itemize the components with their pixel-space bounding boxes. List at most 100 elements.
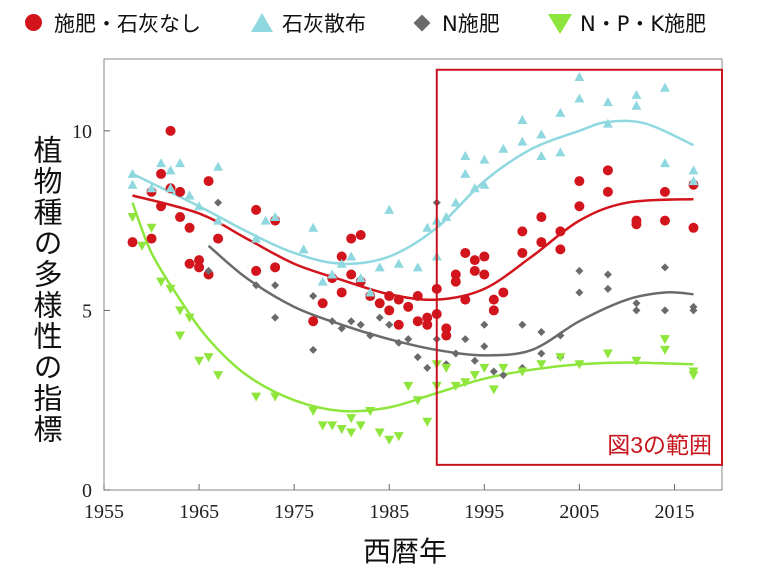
point-npk xyxy=(346,414,357,424)
point-n xyxy=(385,320,394,329)
point-no-fertilizer xyxy=(384,291,395,302)
point-no-fertilizer xyxy=(536,212,547,223)
point-n xyxy=(309,345,318,354)
legend-label: N・P・K施肥 xyxy=(580,12,707,36)
point-n xyxy=(413,353,422,362)
point-n xyxy=(375,313,384,322)
point-lime xyxy=(659,158,670,168)
point-no-fertilizer xyxy=(156,201,167,212)
point-npk xyxy=(412,396,423,406)
legend: 施肥・石灰なし 石灰散布 N施肥 N・P・K施肥 xyxy=(0,0,768,48)
point-no-fertilizer xyxy=(574,176,585,187)
point-lime xyxy=(631,100,642,110)
point-n xyxy=(271,313,280,322)
point-n xyxy=(689,306,698,315)
point-npk xyxy=(365,406,376,416)
point-no-fertilizer xyxy=(469,265,480,276)
point-lime xyxy=(517,136,528,146)
point-lime xyxy=(251,233,262,243)
point-n xyxy=(660,306,669,315)
point-no-fertilizer xyxy=(346,233,357,244)
x-axis-label: 西暦年 xyxy=(362,535,447,568)
point-no-fertilizer xyxy=(251,204,262,215)
point-no-fertilizer xyxy=(403,301,414,312)
point-n xyxy=(480,342,489,351)
point-npk xyxy=(450,381,461,391)
y-tick-label: 10 xyxy=(72,121,92,143)
point-n xyxy=(271,281,280,290)
point-npk xyxy=(460,378,471,388)
point-n xyxy=(328,317,337,326)
plot-frame xyxy=(103,58,723,491)
point-npk xyxy=(203,353,214,363)
point-no-fertilizer xyxy=(165,125,176,136)
point-lime xyxy=(336,258,347,268)
point-no-fertilizer xyxy=(336,251,347,262)
point-no-fertilizer xyxy=(213,233,224,244)
point-no-fertilizer xyxy=(479,269,490,280)
point-no-fertilizer xyxy=(422,319,433,330)
point-no-fertilizer xyxy=(317,298,328,309)
point-lime xyxy=(631,89,642,99)
point-no-fertilizer xyxy=(536,237,547,248)
point-lime xyxy=(384,204,395,214)
point-n xyxy=(575,266,584,275)
point-lime xyxy=(213,215,224,225)
cyan-triangle-up-icon xyxy=(250,11,274,35)
point-no-fertilizer xyxy=(517,226,528,237)
point-no-fertilizer xyxy=(555,226,566,237)
point-npk xyxy=(213,371,224,381)
green-triangle-down-icon xyxy=(548,11,572,35)
point-npk xyxy=(393,432,404,442)
point-npk xyxy=(137,241,148,251)
point-n xyxy=(252,281,261,290)
point-npk xyxy=(422,417,433,427)
point-npk xyxy=(184,313,195,323)
point-lime xyxy=(479,154,490,164)
legend-label: 施肥・石灰なし xyxy=(54,12,201,36)
point-no-fertilizer xyxy=(384,305,395,316)
point-npk xyxy=(602,349,613,359)
point-npk xyxy=(146,223,157,233)
point-n xyxy=(603,284,612,293)
point-lime xyxy=(460,150,471,160)
point-no-fertilizer xyxy=(346,269,357,280)
point-npk xyxy=(469,371,480,381)
point-no-fertilizer xyxy=(688,222,699,233)
point-no-fertilizer xyxy=(270,262,281,273)
point-npk xyxy=(317,421,328,431)
point-no-fertilizer xyxy=(251,265,262,276)
point-no-fertilizer xyxy=(175,212,186,223)
point-no-fertilizer xyxy=(308,316,319,327)
point-lime xyxy=(469,183,480,193)
point-no-fertilizer xyxy=(460,294,471,305)
point-lime xyxy=(165,165,176,175)
point-n xyxy=(489,367,498,376)
point-lime xyxy=(688,176,699,186)
legend-item-no-fertilizer: 施肥・石灰なし xyxy=(22,6,201,40)
point-no-fertilizer xyxy=(156,168,167,179)
point-npk xyxy=(374,428,385,438)
point-lime xyxy=(555,147,566,157)
point-lime xyxy=(298,244,309,254)
point-npk xyxy=(555,353,566,363)
point-no-fertilizer xyxy=(146,233,157,244)
x-tick-label: 1995 xyxy=(464,501,504,523)
point-n xyxy=(394,338,403,347)
point-lime xyxy=(688,165,699,175)
point-lime xyxy=(574,71,585,81)
point-no-fertilizer xyxy=(441,330,452,341)
point-n xyxy=(423,363,432,372)
point-lime xyxy=(317,276,328,286)
point-npk xyxy=(336,424,347,434)
point-lime xyxy=(659,82,670,92)
point-no-fertilizer xyxy=(203,176,214,187)
point-lime xyxy=(355,273,366,283)
point-no-fertilizer xyxy=(422,312,433,323)
point-n xyxy=(451,349,460,358)
point-npk xyxy=(488,385,499,395)
point-lime xyxy=(308,222,319,232)
point-n xyxy=(556,331,565,340)
point-lime xyxy=(555,107,566,117)
